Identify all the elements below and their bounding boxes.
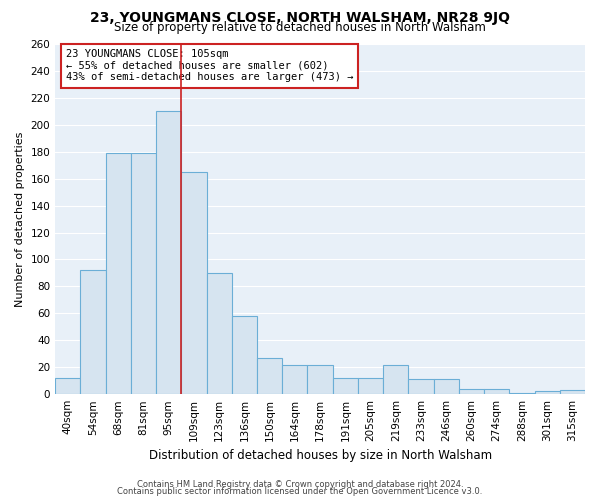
- X-axis label: Distribution of detached houses by size in North Walsham: Distribution of detached houses by size …: [149, 450, 491, 462]
- Text: Contains HM Land Registry data © Crown copyright and database right 2024.: Contains HM Land Registry data © Crown c…: [137, 480, 463, 489]
- Bar: [459, 389, 484, 394]
- Bar: [106, 153, 131, 394]
- Bar: [181, 172, 206, 394]
- Bar: [156, 112, 181, 394]
- Bar: [509, 393, 535, 394]
- Text: Size of property relative to detached houses in North Walsham: Size of property relative to detached ho…: [114, 21, 486, 34]
- Bar: [55, 378, 80, 394]
- Bar: [434, 380, 459, 394]
- Y-axis label: Number of detached properties: Number of detached properties: [15, 132, 25, 307]
- Text: 23 YOUNGMANS CLOSE: 105sqm
← 55% of detached houses are smaller (602)
43% of sem: 23 YOUNGMANS CLOSE: 105sqm ← 55% of deta…: [66, 50, 353, 82]
- Bar: [307, 364, 332, 394]
- Bar: [80, 270, 106, 394]
- Bar: [358, 378, 383, 394]
- Bar: [282, 364, 307, 394]
- Bar: [484, 389, 509, 394]
- Text: 23, YOUNGMANS CLOSE, NORTH WALSHAM, NR28 9JQ: 23, YOUNGMANS CLOSE, NORTH WALSHAM, NR28…: [90, 11, 510, 25]
- Bar: [560, 390, 585, 394]
- Bar: [383, 364, 409, 394]
- Bar: [409, 380, 434, 394]
- Bar: [206, 273, 232, 394]
- Bar: [232, 316, 257, 394]
- Text: Contains public sector information licensed under the Open Government Licence v3: Contains public sector information licen…: [118, 487, 482, 496]
- Bar: [131, 153, 156, 394]
- Bar: [535, 392, 560, 394]
- Bar: [257, 358, 282, 394]
- Bar: [332, 378, 358, 394]
